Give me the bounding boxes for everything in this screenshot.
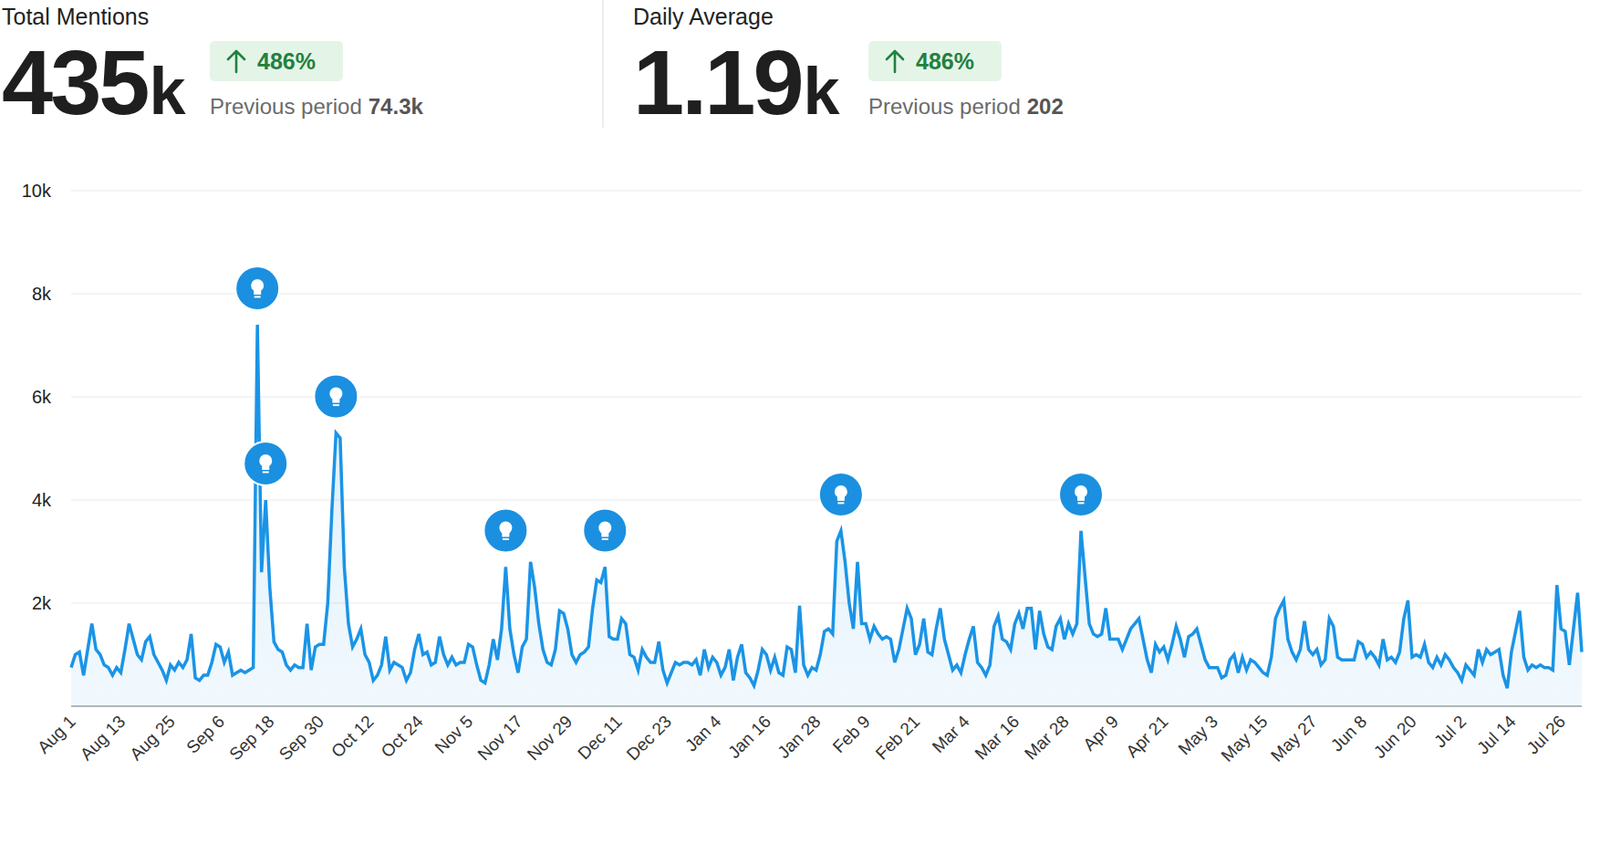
svg-text:Nov 5: Nov 5	[430, 711, 477, 758]
svg-text:486%: 486%	[257, 48, 316, 74]
svg-text:Aug 1: Aug 1	[33, 711, 80, 758]
svg-text:Previous period202: Previous period202	[868, 93, 1064, 119]
svg-text:Oct 24: Oct 24	[376, 711, 427, 762]
svg-text:Oct 12: Oct 12	[327, 711, 377, 761]
svg-text:Apr 9: Apr 9	[1079, 711, 1123, 755]
svg-text:Daily Average: Daily Average	[633, 3, 774, 30]
svg-text:Total Mentions: Total Mentions	[7, 3, 149, 30]
svg-text:Previous period74.3k: Previous period74.3k	[209, 93, 424, 119]
svg-text:486%: 486%	[915, 48, 975, 74]
svg-text:Dec 23: Dec 23	[623, 711, 676, 764]
svg-text:Jan 4: Jan 4	[681, 711, 726, 756]
svg-text:Jul 26: Jul 26	[1522, 711, 1569, 759]
svg-text:1.19k: 1.19k	[633, 31, 842, 134]
svg-text:Sep 18: Sep 18	[225, 711, 278, 764]
svg-text:Aug 25: Aug 25	[125, 711, 178, 764]
svg-text:May 15: May 15	[1217, 711, 1272, 766]
svg-text:Sep 6: Sep 6	[182, 711, 229, 758]
svg-text:Jan 28: Jan 28	[773, 711, 824, 762]
svg-text:Feb 21: Feb 21	[872, 711, 925, 764]
svg-text:435k: 435k	[7, 31, 188, 134]
svg-text:Jun 8: Jun 8	[1327, 711, 1372, 756]
svg-text:4k: 4k	[31, 489, 52, 510]
svg-text:Feb 9: Feb 9	[829, 711, 874, 757]
svg-text:Mar 4: Mar 4	[928, 711, 974, 757]
svg-text:Jun 20: Jun 20	[1370, 711, 1421, 762]
svg-text:6k: 6k	[31, 386, 52, 407]
svg-text:Jul 2: Jul 2	[1430, 711, 1470, 751]
svg-text:Nov 17: Nov 17	[473, 711, 526, 764]
svg-text:Mar 28: Mar 28	[1020, 711, 1073, 764]
svg-text:Aug 13: Aug 13	[76, 711, 129, 764]
svg-text:10k: 10k	[21, 180, 52, 201]
svg-text:Dec 11: Dec 11	[573, 711, 625, 763]
svg-text:Sep 30: Sep 30	[275, 711, 328, 764]
svg-text:May 27: May 27	[1267, 711, 1321, 766]
svg-text:Jul 14: Jul 14	[1473, 711, 1520, 759]
svg-text:May 3: May 3	[1174, 711, 1222, 759]
svg-text:8k: 8k	[31, 283, 52, 304]
svg-text:Mar 16: Mar 16	[971, 711, 1024, 764]
svg-text:Apr 21: Apr 21	[1122, 711, 1172, 761]
svg-text:Nov 29: Nov 29	[523, 711, 576, 764]
svg-text:Jan 16: Jan 16	[724, 711, 775, 762]
svg-text:2k: 2k	[31, 592, 52, 613]
